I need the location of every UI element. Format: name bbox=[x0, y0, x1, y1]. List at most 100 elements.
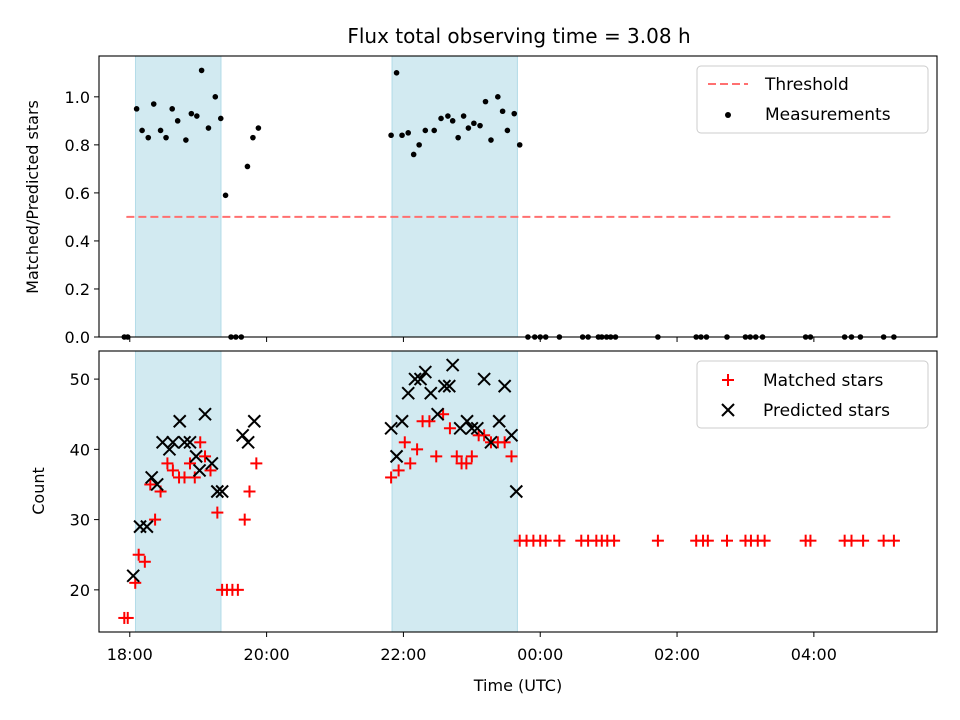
predicted-point bbox=[241, 435, 255, 450]
y-tick-label: 1.0 bbox=[65, 88, 90, 107]
matched-point bbox=[423, 415, 436, 428]
predicted-point bbox=[413, 372, 428, 386]
x-axis-label: Time (UTC) bbox=[473, 676, 562, 695]
matched-point bbox=[411, 443, 424, 456]
predicted-point bbox=[445, 358, 460, 372]
predicted-point-b bbox=[144, 470, 159, 485]
predicted-point bbox=[389, 449, 404, 464]
measurement-point bbox=[183, 137, 189, 143]
predicted-point bbox=[144, 470, 159, 485]
predicted-point-b bbox=[126, 569, 140, 583]
matched-point bbox=[758, 534, 771, 547]
measurement-point bbox=[150, 101, 157, 107]
predicted-point bbox=[477, 372, 491, 386]
predicted-point-b bbox=[442, 379, 456, 393]
measurement-point bbox=[504, 127, 511, 134]
predicted-point-b bbox=[210, 484, 225, 499]
predicted-point bbox=[247, 414, 261, 428]
predicted-point-b bbox=[173, 414, 187, 428]
predicted-point-b bbox=[215, 484, 229, 499]
predicted-point bbox=[430, 407, 445, 421]
predicted-point-b bbox=[140, 519, 154, 534]
x-tick-label: 02:00 bbox=[654, 645, 700, 664]
measurement-point bbox=[471, 120, 477, 127]
predicted-point bbox=[437, 379, 452, 393]
measurement-point bbox=[163, 134, 169, 141]
matched-point bbox=[651, 534, 664, 547]
predicted-point-b bbox=[384, 421, 398, 435]
matched-point bbox=[505, 450, 518, 463]
measurement-point bbox=[438, 115, 444, 122]
predicted-point-b bbox=[509, 484, 523, 499]
predicted-point bbox=[173, 414, 187, 428]
bottom-legend-box bbox=[696, 360, 929, 429]
predicted-point bbox=[442, 379, 456, 393]
matched-point bbox=[183, 457, 196, 470]
matched-point bbox=[478, 429, 491, 442]
matched-point bbox=[144, 478, 157, 491]
x-tick-label: 00:00 bbox=[517, 645, 563, 664]
matched-point bbox=[701, 534, 714, 547]
measurement-point bbox=[495, 94, 501, 100]
bottom-legend: Matched stars Predicted stars bbox=[696, 360, 929, 429]
measurement-point bbox=[205, 125, 212, 131]
y-tick-label: 40 bbox=[70, 440, 90, 459]
measurement-point bbox=[194, 113, 200, 119]
measurement-point bbox=[139, 127, 145, 134]
measurement-point bbox=[511, 110, 518, 117]
predicted-point bbox=[177, 435, 192, 450]
predicted-point-b bbox=[183, 435, 197, 450]
matched-point bbox=[238, 513, 251, 526]
predicted-point-b bbox=[198, 407, 212, 421]
matched-point bbox=[211, 506, 224, 519]
measurement-point bbox=[222, 192, 229, 199]
bottom-x-axis: 18:00 20:00 22:00 00:00 02:00 04:00 bbox=[107, 632, 837, 664]
measurement-point bbox=[188, 110, 195, 117]
matched-point bbox=[539, 534, 552, 547]
y-tick-label: 0.8 bbox=[65, 136, 90, 155]
predicted-point-b bbox=[418, 365, 433, 379]
bottom-plot-area bbox=[118, 358, 900, 624]
x-tick-label: 20:00 bbox=[244, 645, 290, 664]
matched-point bbox=[149, 513, 162, 526]
matched-point bbox=[199, 450, 212, 463]
predicted-point bbox=[126, 569, 140, 583]
predicted-point bbox=[140, 519, 154, 534]
matched-point bbox=[231, 583, 244, 596]
matched-point bbox=[404, 457, 417, 470]
predicted-point bbox=[183, 435, 197, 450]
predicted-point-b bbox=[247, 414, 261, 428]
matched-point bbox=[121, 611, 134, 624]
matched-point bbox=[188, 471, 201, 484]
measurement-point bbox=[169, 106, 175, 112]
matched-point bbox=[250, 457, 263, 470]
matched-point bbox=[608, 534, 621, 547]
predicted-point bbox=[150, 477, 164, 492]
measurement-point bbox=[488, 137, 494, 143]
matched-point bbox=[450, 450, 463, 463]
legend-measurements-swatch bbox=[725, 112, 731, 118]
matched-point bbox=[443, 422, 456, 435]
measurement-point bbox=[445, 113, 451, 119]
matched-point bbox=[132, 548, 145, 561]
predicted-point bbox=[484, 435, 498, 450]
legend-matched-label: Matched stars bbox=[763, 371, 883, 391]
measurement-point bbox=[416, 142, 422, 148]
predicted-point bbox=[162, 442, 177, 457]
predicted-point-b bbox=[497, 379, 512, 393]
measurement-point bbox=[465, 125, 472, 131]
matched-point bbox=[392, 464, 405, 477]
predicted-point-b bbox=[445, 358, 460, 372]
matched-point bbox=[437, 408, 450, 421]
predicted-point bbox=[504, 428, 519, 443]
measurement-point bbox=[217, 115, 224, 122]
predicted-point bbox=[509, 484, 523, 499]
matched-point bbox=[166, 464, 179, 477]
y-tick-label: 0.0 bbox=[65, 328, 90, 347]
predicted-point bbox=[424, 386, 438, 400]
measurement-point bbox=[145, 134, 152, 141]
predicted-point-b bbox=[241, 435, 255, 450]
matched-point bbox=[460, 457, 473, 470]
predicted-point-b bbox=[192, 463, 207, 478]
